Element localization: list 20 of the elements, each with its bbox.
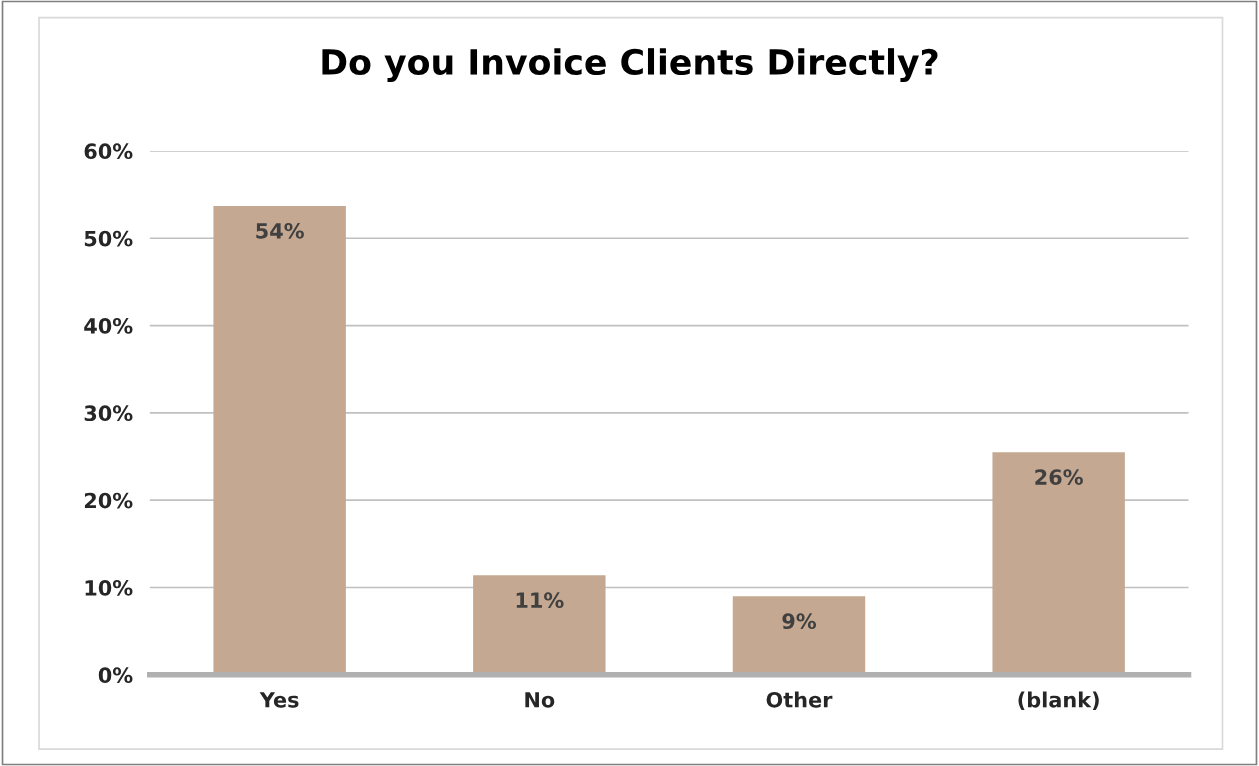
x-tick-label: Other — [766, 691, 833, 708]
bar — [992, 452, 1125, 675]
y-tick-label: 50% — [84, 230, 133, 247]
y-tick-label: 0% — [98, 667, 133, 684]
bar — [213, 205, 346, 675]
data-label: 9% — [782, 613, 817, 630]
y-tick-label: 30% — [84, 405, 133, 422]
y-tick-label: 60% — [84, 143, 133, 160]
data-label: 54% — [256, 222, 304, 239]
bar — [732, 596, 866, 675]
data-label: 11% — [516, 592, 564, 609]
y-tick-label: 10% — [85, 579, 133, 596]
x-tick-label: (blank) — [1018, 691, 1099, 711]
chart-title: Do you Invoice Clients Directly? — [322, 48, 938, 83]
x-tick-label: No — [525, 692, 555, 708]
data-label: 26% — [1035, 469, 1083, 485]
y-tick-label: 40% — [84, 318, 133, 334]
y-tick-label: 20% — [84, 492, 133, 509]
x-tick-label: Yes — [259, 692, 299, 708]
bar — [473, 575, 606, 675]
